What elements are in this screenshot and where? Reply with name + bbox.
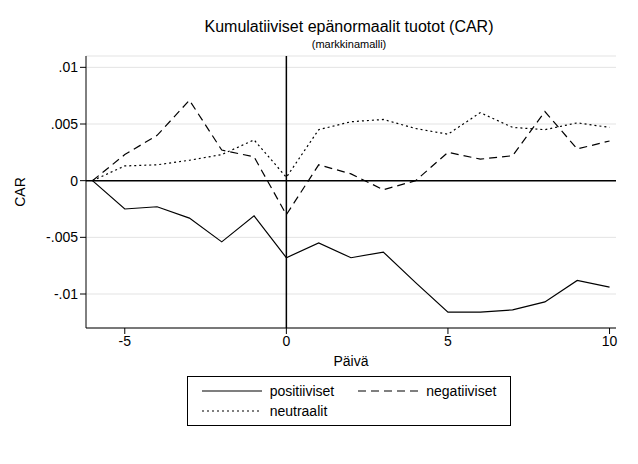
svg-text:5: 5 — [444, 333, 452, 349]
svg-text:-5: -5 — [119, 333, 132, 349]
html-text:positiiviset: positiiviset — [269, 383, 335, 399]
svg-text:CAR: CAR — [12, 177, 28, 207]
svg-text:0: 0 — [282, 333, 290, 349]
svg-text:Päivä: Päivä — [333, 353, 368, 368]
html-text:neutraalit: neutraalit — [269, 403, 328, 419]
html-text:Kumulatiiviset epänormaalit tu: Kumulatiiviset epänormaalit tuotot (CAR) — [204, 18, 494, 35]
svg-text:-.01: -.01 — [54, 286, 78, 302]
svg-text:-.005: -.005 — [46, 229, 78, 245]
svg-text:.01: .01 — [59, 59, 79, 75]
html-text:negatiiviset: negatiiviset — [426, 383, 497, 399]
svg-text:0: 0 — [70, 173, 78, 189]
svg-text:10: 10 — [602, 333, 618, 349]
svg-text:.005: .005 — [51, 116, 78, 132]
html-text:(markkinamalli): (markkinamalli) — [311, 38, 387, 50]
